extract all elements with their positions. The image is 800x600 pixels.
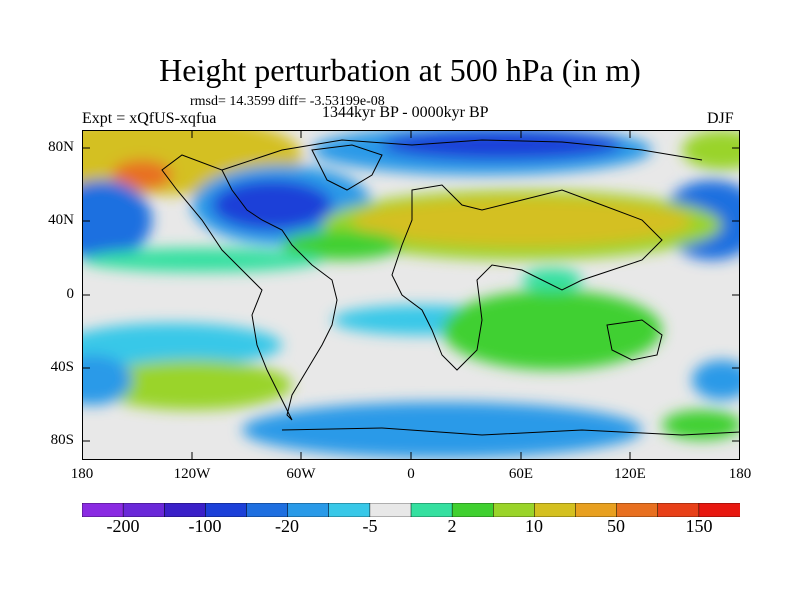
colorbar-swatch: [328, 503, 371, 517]
colorbar-label: -200: [106, 516, 140, 536]
lat-tick-label: 0: [66, 286, 75, 302]
colorbar-swatch: [246, 503, 289, 517]
greenland-coast: [311, 144, 383, 191]
colorbar-label: -5: [362, 516, 378, 536]
colorbar-swatch: [657, 503, 700, 517]
anomaly-strong-negative: [212, 180, 332, 230]
lon-tick-label: 180: [728, 466, 752, 482]
map-title: Height perturbation at 500 hPa (in m): [159, 52, 641, 88]
lon-tick-label: 60W: [286, 466, 316, 482]
colorbar-label: -100: [188, 516, 222, 536]
antarctica-coast: [281, 427, 740, 436]
anomaly-max-positive: [112, 160, 172, 190]
lat-tick-label: 40S: [50, 359, 74, 375]
colorbar-label: -20: [275, 516, 299, 536]
colorbar-swatch: [164, 503, 207, 517]
colorbar-swatch: [616, 503, 659, 517]
anomaly-positive: [442, 290, 662, 370]
lat-tick-label: 80S: [50, 432, 74, 448]
experiment-label: Expt = xQfUS-xqfua: [82, 110, 217, 127]
anomaly-positive: [282, 230, 402, 260]
colorbar-swatch: [82, 503, 124, 517]
colorbar-swatch: [369, 503, 412, 517]
colorbar-label: 10: [525, 516, 543, 536]
anomaly-negative: [242, 402, 642, 458]
lon-tick-label: 120W: [173, 466, 211, 482]
season-label: DJF: [707, 110, 734, 127]
stats-line: rmsd= 14.3599 diff= -3.53199e-08: [190, 94, 385, 109]
colorbar-swatch: [534, 503, 577, 517]
anomaly-positive: [352, 197, 692, 247]
coastlines: [161, 139, 740, 436]
axis-ticks: [82, 130, 740, 460]
lat-tick-label: 40N: [48, 212, 74, 228]
anomaly-positive: [662, 410, 740, 440]
australia-coast: [606, 319, 663, 361]
eurasia-africa-coast: [391, 184, 663, 371]
contour-fields: [82, 130, 740, 458]
height-perturbation-map: [82, 130, 740, 460]
lon-tick-label: 180: [70, 466, 94, 482]
lon-tick-label: 60E: [508, 466, 534, 482]
anomaly-negative: [82, 180, 152, 260]
period-label: 1344kyr BP - 0000kyr BP: [322, 104, 489, 121]
anomaly-negative: [82, 355, 132, 405]
anomaly-negative: [692, 360, 740, 400]
colorbar-swatch: [493, 503, 536, 517]
lon-tick-label: 0: [407, 466, 415, 482]
colorbar-swatch: [287, 503, 330, 517]
americas-coast: [161, 154, 338, 421]
colorbar-swatch: [698, 503, 740, 517]
colorbar-swatch: [205, 503, 248, 517]
anomaly-positive: [682, 130, 740, 170]
colorbar-label: 150: [685, 516, 713, 536]
colorbar: [82, 503, 740, 517]
colorbar-label: 50: [607, 516, 625, 536]
colorbar-label: 2: [447, 516, 457, 536]
anomaly-weak-positive: [82, 248, 322, 272]
anomaly-positive: [92, 360, 292, 410]
arctic-coast: [221, 139, 703, 171]
anomaly-strong-negative: [382, 130, 622, 160]
colorbar-swatch: [122, 503, 166, 517]
anomaly-weak-positive: [522, 268, 582, 292]
colorbar-swatch: [410, 503, 453, 517]
colorbar-swatch: [451, 503, 495, 517]
lat-tick-label: 80N: [48, 139, 74, 155]
colorbar-swatch: [575, 503, 618, 517]
anomaly-weak-negative: [82, 323, 282, 367]
lon-tick-label: 120E: [614, 466, 646, 482]
